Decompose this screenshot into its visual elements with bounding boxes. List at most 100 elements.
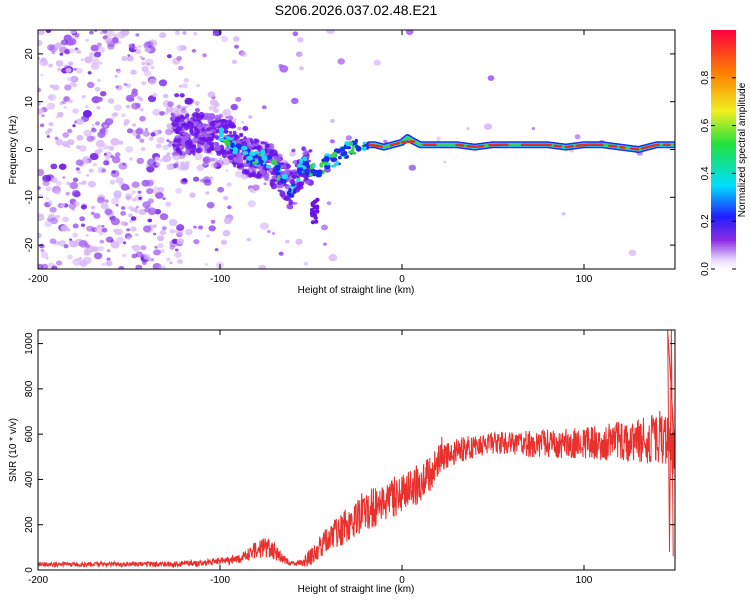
spectrogram-point: [110, 116, 115, 121]
spectrogram-point: [226, 182, 232, 187]
spectrogram-point: [330, 118, 336, 124]
spectrogram-y-tick-label: 10: [24, 96, 35, 108]
spectrogram-point: [39, 243, 45, 249]
spectrogram-point: [221, 152, 227, 159]
spectrogram-point: [39, 123, 45, 128]
spectrogram-point: [38, 168, 45, 177]
spectrogram-point: [169, 229, 175, 234]
spectrogram-point: [58, 163, 67, 170]
carrier-track-point: [334, 161, 339, 166]
spectrogram-point: [97, 224, 102, 228]
spectrogram-point: [209, 99, 218, 106]
spectrogram-point: [202, 156, 212, 164]
spectrogram-y-tick-label: -10: [24, 190, 35, 205]
spectrogram-point: [75, 49, 81, 54]
spectrogram-point: [121, 206, 126, 210]
spectrogram-point: [198, 225, 203, 230]
spectrogram-point: [240, 51, 247, 57]
spectrogram-point: [60, 39, 68, 46]
spectrogram-point: [217, 186, 225, 193]
carrier-track-point: [348, 150, 355, 154]
spectrogram-point: [113, 34, 118, 37]
spectrogram-point: [38, 102, 41, 106]
spectrogram-point: [176, 164, 185, 171]
spectrogram-point: [166, 54, 172, 59]
spectrogram-point: [154, 156, 160, 161]
spectrogram-point: [266, 229, 271, 234]
spectrogram-point: [80, 223, 86, 227]
spectrogram-point: [275, 156, 282, 163]
spectrogram-point: [80, 204, 87, 210]
spectrogram-point: [38, 213, 45, 221]
carrier-track-point: [218, 131, 224, 138]
spectrogram-point: [220, 35, 229, 43]
snr-y-tick-label: 0: [24, 567, 35, 573]
spectrogram-point: [113, 39, 119, 44]
spectrogram-point: [190, 144, 197, 150]
spectrogram-point: [47, 200, 53, 205]
spectrogram-point: [130, 69, 137, 75]
spectrogram-point: [101, 168, 107, 173]
spectrogram-point: [88, 168, 94, 173]
spectrogram-point: [237, 126, 242, 131]
spectrogram-point: [297, 37, 304, 43]
spectrogram-point: [48, 95, 54, 100]
spectrogram-point: [69, 181, 79, 190]
spectrogram-point: [206, 234, 211, 238]
spectrogram-point: [128, 157, 133, 161]
spectrogram-point: [86, 81, 95, 89]
carrier-track-peak: [367, 143, 383, 148]
spectrogram-point: [166, 163, 174, 171]
spectrogram-point: [111, 113, 115, 117]
spectrogram-point: [290, 169, 298, 173]
spectrogram-point: [148, 78, 157, 85]
spectrogram-point: [111, 156, 121, 164]
spectrogram-point: [173, 109, 180, 115]
carrier-track-point: [274, 168, 280, 172]
spectrogram-point: [138, 97, 144, 102]
carrier-track-point: [289, 193, 295, 198]
spectrogram-point: [139, 108, 144, 112]
spectrogram-point: [328, 254, 338, 262]
spectrogram-point: [175, 248, 179, 252]
spectrogram-point: [229, 125, 236, 129]
spectrogram-point: [38, 108, 44, 115]
spectrogram-point: [84, 105, 89, 109]
carrier-track-point: [297, 163, 302, 168]
spectrogram-point: [159, 213, 169, 221]
spectrogram-point: [125, 94, 135, 102]
spectrogram-point: [466, 127, 470, 131]
spectrogram-point: [165, 105, 174, 113]
spectrogram-point: [253, 138, 258, 144]
spectrogram-point: [94, 227, 103, 234]
spectrogram-point: [118, 194, 122, 198]
spectrogram-point: [176, 224, 185, 231]
spectrogram-point: [83, 129, 92, 137]
spectrogram-point: [91, 205, 95, 210]
spectrogram-point: [78, 182, 82, 185]
spectrogram-point: [157, 186, 165, 193]
carrier-track-point: [265, 164, 272, 169]
spectrogram-point: [194, 101, 200, 106]
spectrogram-point: [234, 170, 244, 178]
spectrogram-point: [210, 121, 216, 128]
spectrogram-point: [295, 238, 303, 245]
spectrogram-point: [54, 136, 59, 140]
carrier-track-point: [297, 169, 302, 176]
spectrogram-point: [208, 106, 215, 111]
spectrogram-point: [142, 130, 150, 137]
spectrogram-point: [159, 158, 164, 163]
spectrogram-point: [72, 124, 76, 128]
spectrogram-point: [144, 47, 151, 53]
carrier-track-point: [323, 161, 328, 166]
spectrogram-point: [135, 128, 144, 135]
spectrogram-point: [177, 259, 183, 264]
spectrogram-point: [224, 130, 229, 134]
colorbar-tick-label: 0.8: [700, 70, 711, 84]
carrier-track-peak: [608, 144, 618, 148]
carrier-track-point: [236, 143, 242, 149]
spectrogram-point: [115, 177, 124, 184]
spectrogram-point: [169, 245, 175, 250]
spectrogram-point: [112, 228, 118, 233]
spectrogram-point: [247, 200, 256, 208]
